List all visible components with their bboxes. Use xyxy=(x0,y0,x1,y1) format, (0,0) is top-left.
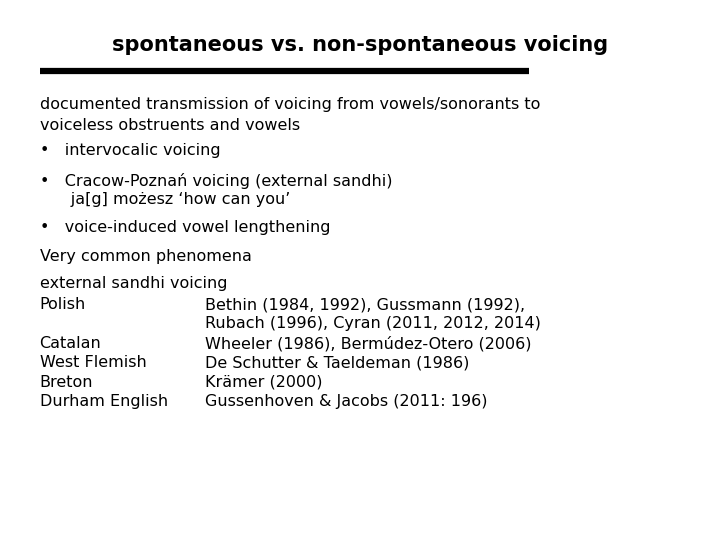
Text: •   Cracow-Poznań voicing (external sandhi): • Cracow-Poznań voicing (external sandhi… xyxy=(40,173,392,189)
Text: ja[g] możesz ‘how can you’: ja[g] możesz ‘how can you’ xyxy=(40,192,290,207)
Text: Rubach (1996), Cyran (2011, 2012, 2014): Rubach (1996), Cyran (2011, 2012, 2014) xyxy=(205,316,541,332)
Text: voiceless obstruents and vowels: voiceless obstruents and vowels xyxy=(40,118,300,133)
Text: •   intervocalic voicing: • intervocalic voicing xyxy=(40,143,220,158)
Text: documented transmission of voicing from vowels/sonorants to: documented transmission of voicing from … xyxy=(40,97,540,112)
Text: Wheeler (1986), Bermúdez-Otero (2006): Wheeler (1986), Bermúdez-Otero (2006) xyxy=(205,336,531,352)
Text: West Flemish: West Flemish xyxy=(40,355,146,370)
Text: Gussenhoven & Jacobs (2011: 196): Gussenhoven & Jacobs (2011: 196) xyxy=(205,394,487,409)
Text: Bethin (1984, 1992), Gussmann (1992),: Bethin (1984, 1992), Gussmann (1992), xyxy=(205,297,526,312)
Text: Breton: Breton xyxy=(40,375,93,390)
Text: Polish: Polish xyxy=(40,297,86,312)
Text: De Schutter & Taeldeman (1986): De Schutter & Taeldeman (1986) xyxy=(205,355,469,370)
Text: spontaneous vs. non-spontaneous voicing: spontaneous vs. non-spontaneous voicing xyxy=(112,35,608,55)
Text: external sandhi voicing: external sandhi voicing xyxy=(40,276,227,292)
Text: Durham English: Durham English xyxy=(40,394,168,409)
Text: Catalan: Catalan xyxy=(40,336,102,351)
Text: Krämer (2000): Krämer (2000) xyxy=(205,375,323,390)
Text: •   voice-induced vowel lengthening: • voice-induced vowel lengthening xyxy=(40,220,330,235)
Text: Very common phenomena: Very common phenomena xyxy=(40,249,251,265)
